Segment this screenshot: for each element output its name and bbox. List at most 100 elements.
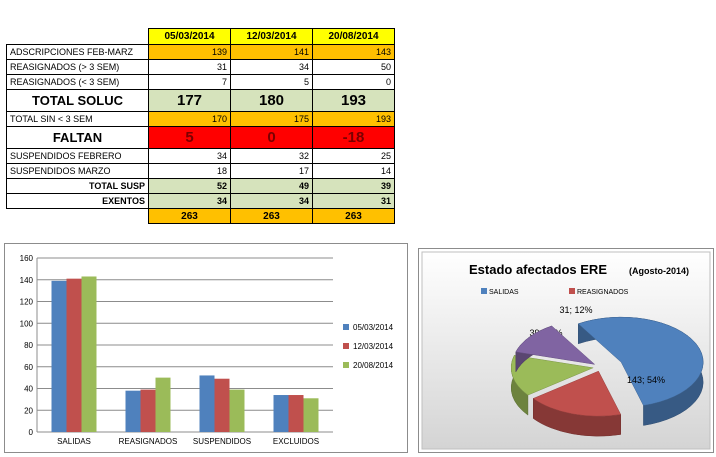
table-cell: 141 xyxy=(230,44,313,60)
table-cell: 34 xyxy=(230,59,313,75)
bar xyxy=(214,378,230,432)
table-cell: 31 xyxy=(148,59,231,75)
table-cell: 17 xyxy=(230,163,313,179)
table-cell: 34 xyxy=(148,148,231,164)
row-label: TOTAL SIN < 3 SEM xyxy=(6,111,149,127)
y-tick-label: 20 xyxy=(24,406,33,415)
table-row-faltan: FALTAN 5 0 -18 xyxy=(6,126,395,149)
table-cell: 52 xyxy=(148,178,231,194)
bar xyxy=(229,389,245,432)
y-tick-label: 80 xyxy=(24,341,33,350)
legend-entry: 20/08/2014 xyxy=(353,361,394,370)
pie-slice xyxy=(577,316,704,406)
pie-subtitle: (Agosto-2014) xyxy=(629,266,689,276)
bar xyxy=(303,398,319,432)
x-tick-label: SUSPENDIDOS xyxy=(193,437,251,446)
table-row-total-soluc: TOTAL SOLUC 177 180 193 xyxy=(6,89,395,112)
legend-entry: SALIDAS xyxy=(489,289,519,296)
pie-slice xyxy=(532,370,622,417)
row-label: TOTAL SOLUC xyxy=(6,89,149,112)
table-cell: 170 xyxy=(148,111,231,127)
table-header-row: 05/03/2014 12/03/2014 20/08/2014 xyxy=(6,28,395,45)
y-tick-label: 120 xyxy=(20,298,34,307)
pie-slice xyxy=(515,325,596,365)
bar xyxy=(155,377,171,432)
table-cell: 5 xyxy=(230,74,313,90)
x-tick-label: REASIGNADOS xyxy=(119,437,178,446)
row-label: REASIGNADOS (< 3 SEM) xyxy=(6,74,149,90)
bar xyxy=(81,276,97,432)
legend-swatch xyxy=(343,343,349,349)
table-cell: 18 xyxy=(148,163,231,179)
table-cell: 175 xyxy=(230,111,313,127)
legend-swatch xyxy=(481,288,487,294)
row-label: REASIGNADOS (> 3 SEM) xyxy=(6,59,149,75)
bar xyxy=(66,278,82,432)
table-cell: 263 xyxy=(148,208,231,224)
row-label: TOTAL SUSP xyxy=(6,178,149,194)
table-cell: 263 xyxy=(230,208,313,224)
table-cell: 193 xyxy=(312,89,395,112)
x-tick-label: EXCLUIDOS xyxy=(273,437,319,446)
bar xyxy=(140,389,156,432)
table-row: ADSCRIPCIONES FEB-MARZ 139 141 143 xyxy=(6,44,395,60)
y-tick-label: 60 xyxy=(24,363,33,372)
legend-swatch xyxy=(343,324,349,330)
column-header: 12/03/2014 xyxy=(230,28,313,45)
pie-title: Estado afectados ERE xyxy=(469,262,607,277)
table-row-grand-total: 263 263 263 xyxy=(6,208,395,224)
table-cell: 0 xyxy=(230,126,313,149)
row-label: ADSCRIPCIONES FEB-MARZ xyxy=(6,44,149,60)
row-label: FALTAN xyxy=(6,126,149,149)
legend-entry: 05/03/2014 xyxy=(353,323,394,332)
row-label: SUSPENDIDOS FEBRERO xyxy=(6,148,149,164)
table-row-total-susp: TOTAL SUSP 52 49 39 xyxy=(6,178,395,194)
column-header: 20/08/2014 xyxy=(312,28,395,45)
table-cell: 7 xyxy=(148,74,231,90)
table-cell: 39 xyxy=(312,178,395,194)
table-row: SUSPENDIDOS FEBRERO 34 32 25 xyxy=(6,148,395,164)
table-cell: 49 xyxy=(230,178,313,194)
table-cell: 139 xyxy=(148,44,231,60)
table-cell: 177 xyxy=(148,89,231,112)
legend-swatch xyxy=(569,288,575,294)
pie-data-label: 143; 54% xyxy=(627,375,665,385)
bar xyxy=(125,390,141,432)
header-corner xyxy=(6,28,149,45)
bar xyxy=(288,395,304,432)
y-tick-label: 140 xyxy=(20,276,34,285)
table-row: TOTAL SIN < 3 SEM 170 175 193 xyxy=(6,111,395,127)
table-cell: 34 xyxy=(148,193,231,209)
table-cell: 32 xyxy=(230,148,313,164)
table-cell: 34 xyxy=(230,193,313,209)
total-row-corner xyxy=(6,208,149,224)
row-label: SUSPENDIDOS MARZO xyxy=(6,163,149,179)
table-row: SUSPENDIDOS MARZO 18 17 14 xyxy=(6,163,395,179)
bar-chart: 0 20 40 60 80 100 120 140 160 SALIDAS REASIGNADOS S… xyxy=(20,254,394,446)
bar-chart-panel: 0 20 40 60 80 100 120 140 160 SALIDAS REASIGNADOS S… xyxy=(4,243,408,453)
bar xyxy=(199,375,215,432)
table-row: REASIGNADOS (< 3 SEM) 7 5 0 xyxy=(6,74,395,90)
y-tick-label: 40 xyxy=(24,385,33,394)
table-row-exentos: EXENTOS 34 34 31 xyxy=(6,193,395,209)
table-cell: 14 xyxy=(312,163,395,179)
legend-entry: 12/03/2014 xyxy=(353,342,394,351)
table-cell: 193 xyxy=(312,111,395,127)
table-cell: 180 xyxy=(230,89,313,112)
column-header: 05/03/2014 xyxy=(148,28,231,45)
y-tick-label: 0 xyxy=(29,428,34,437)
pie-data-label: 31; 12% xyxy=(559,305,592,315)
table-cell: 50 xyxy=(312,59,395,75)
table-cell: 0 xyxy=(312,74,395,90)
bar xyxy=(51,280,67,432)
table-cell: 5 xyxy=(148,126,231,149)
summary-table: 05/03/2014 12/03/2014 20/08/2014 ADSCRIP… xyxy=(6,28,395,224)
y-tick-label: 100 xyxy=(20,319,34,328)
pie-chart-panel: Estado afectados ERE (Agosto-2014) SALID… xyxy=(418,248,714,453)
table-cell: 25 xyxy=(312,148,395,164)
legend-entry: REASIGNADOS xyxy=(577,289,629,296)
y-tick-label: 160 xyxy=(20,254,34,263)
table-cell: 31 xyxy=(312,193,395,209)
bar xyxy=(273,395,289,432)
legend-swatch xyxy=(343,362,349,368)
